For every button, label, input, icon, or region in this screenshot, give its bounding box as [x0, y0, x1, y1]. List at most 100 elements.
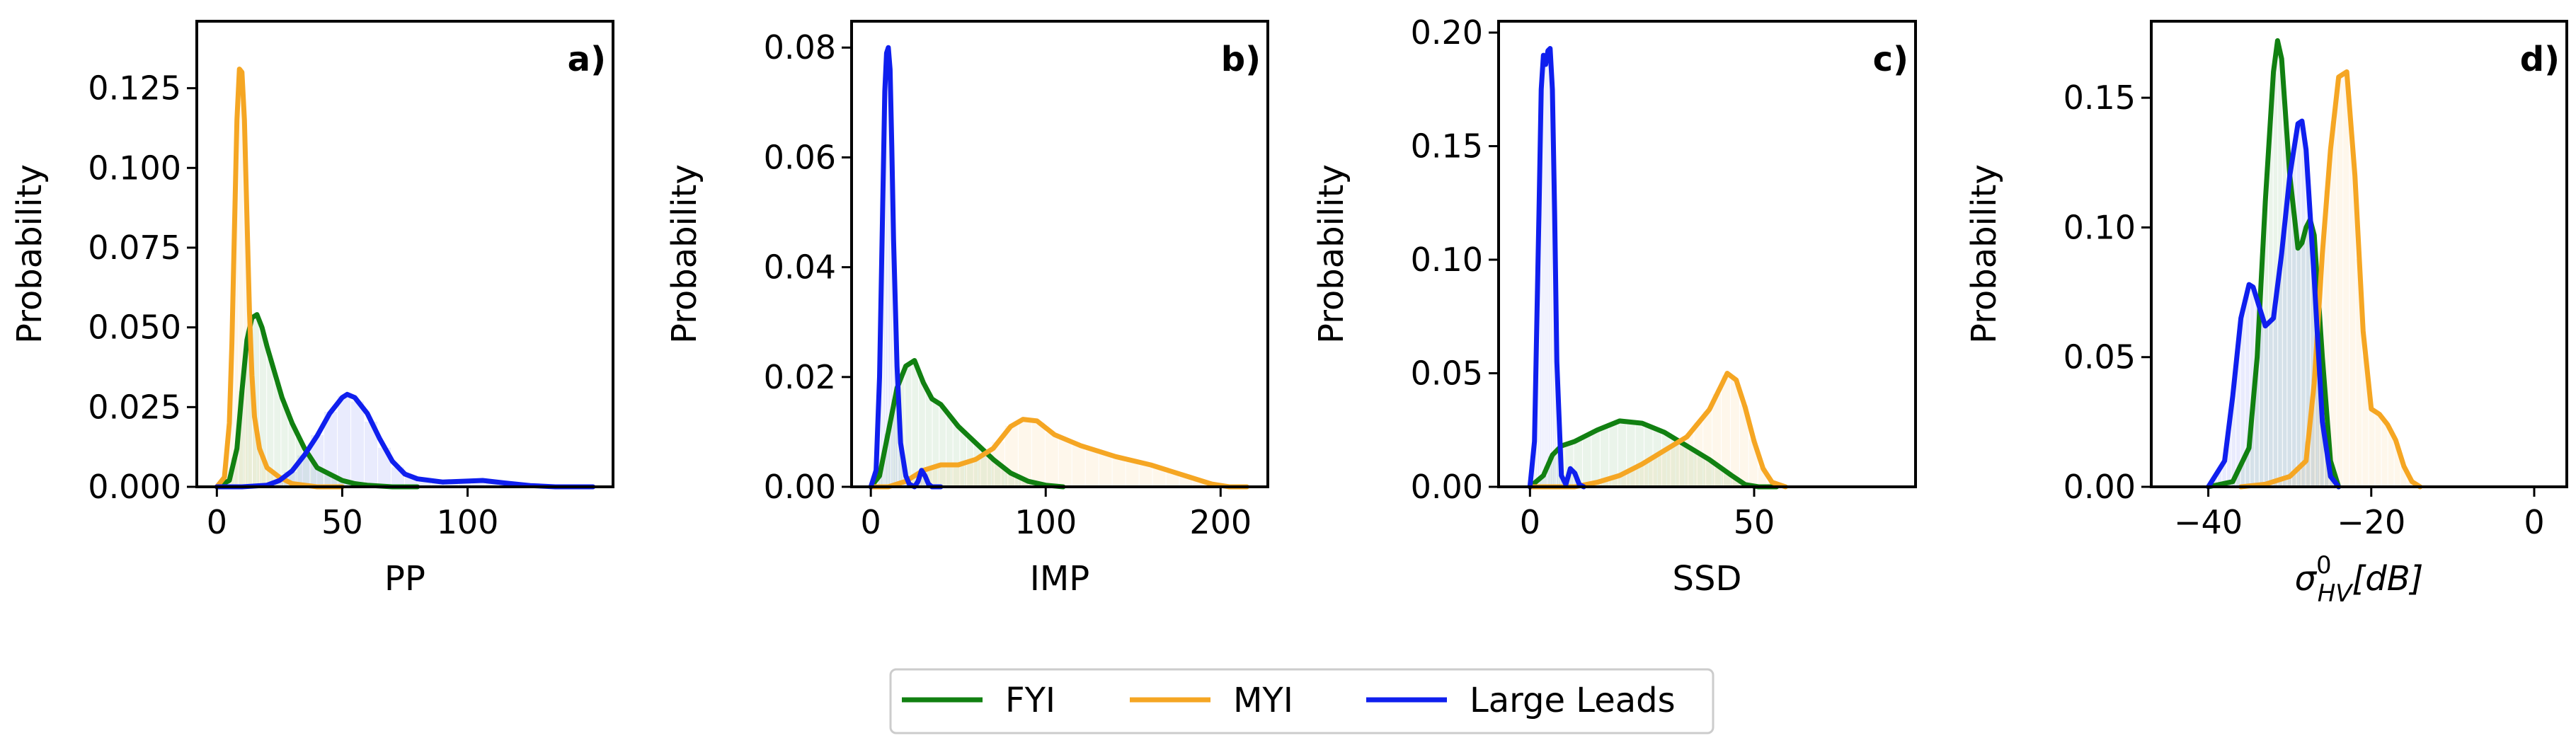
panel-c-hist-bar-myi: [1603, 479, 1612, 487]
panel-b-y-tick-label: 0.06: [764, 138, 836, 176]
panel-c-hist-bar-large-leads: [1545, 60, 1547, 488]
legend-label-fyi: FYI: [1005, 681, 1055, 720]
panel-c-hist-bar-myi: [1722, 375, 1730, 487]
panel-a-hist-bar-fyi: [309, 462, 317, 487]
panel-a-x-tick-label: 50: [321, 503, 363, 541]
panel-a-hist-bar-fyi: [302, 451, 309, 487]
panel-a-x-tick-label: 0: [207, 503, 227, 541]
panel-c-hist-bar-large-leads: [1574, 473, 1576, 487]
panel-a-y-tick-label: 0.125: [88, 69, 181, 108]
panel-a-letter: a): [568, 40, 606, 79]
panel-d-hist-bar-myi: [2343, 71, 2349, 488]
panel-d-x-label-sub: HV: [2318, 580, 2354, 608]
panel-b-hist-bar-myi: [978, 454, 991, 487]
panel-c-hist-bar-fyi: [1582, 434, 1591, 487]
panel-b-hist-bar-myi: [1193, 480, 1206, 487]
panel-b-axes-frame: [850, 20, 1269, 488]
panel-b-hist-bar-large-leads: [920, 471, 923, 487]
panel-c-y-tick-label: 0.10: [1411, 241, 1483, 279]
panel-d-y-axis-label: Probability: [1964, 164, 2004, 344]
panel-a-y-tick-label: 0.000: [88, 468, 181, 506]
panel-a-hist-bar-large-leads: [458, 481, 471, 487]
panel-b-hist-bar-large-leads: [883, 105, 886, 487]
panel-c-x-tick-label: 0: [1520, 503, 1540, 541]
panel-d-hist-bar-fyi: [2311, 231, 2315, 487]
panel-a-hist-bar-myi: [261, 459, 265, 487]
panel-b-hist-bar-myi: [1045, 432, 1058, 487]
panel-c-hist-bar-large-leads: [1539, 125, 1541, 488]
panel-a-hist-bar-myi: [257, 448, 261, 487]
legend-entry-fyi: FYI: [902, 681, 1055, 720]
panel-d-hist-bar-myi: [2400, 466, 2407, 487]
panel-a-hist-bar-fyi: [331, 476, 338, 487]
panel-d-hist-bar-fyi: [2291, 217, 2296, 487]
panel-c-hist-bar-myi: [1666, 446, 1676, 487]
panel-d-hist-bar-myi: [2305, 441, 2311, 487]
panel-c-hist-bar-fyi: [1732, 478, 1741, 487]
legend-frame: [889, 668, 1715, 734]
legend-label-myi: MYI: [1233, 681, 1293, 720]
panel-d-hist-bar-large-leads: [2282, 219, 2287, 487]
panel-a-hist-bar-fyi: [260, 333, 267, 487]
panel-a-hist-bar-fyi: [338, 480, 345, 487]
panel-d-hist-bar-myi: [2311, 378, 2318, 487]
panel-b-hist-bar-myi: [1112, 457, 1126, 487]
panel-a-hist-bar-large-leads: [485, 481, 498, 487]
panel-b-hist-bar-myi: [951, 464, 964, 487]
panel-d-hist-bar-fyi: [2315, 287, 2320, 487]
panel-a-curve-fyi: [214, 312, 420, 490]
panel-d-hist-bar-fyi: [2301, 236, 2306, 487]
panel-c-hist-bar-large-leads: [1570, 469, 1572, 487]
panel-d-hist-bar-myi: [2356, 258, 2362, 487]
panel-d-hist-bar-fyi: [2240, 460, 2245, 487]
panel-c-hist-bar-large-leads: [1555, 299, 1557, 487]
panel-d-hist-bar-large-leads: [2213, 476, 2217, 487]
panel-c-hist-bar-myi: [1712, 393, 1722, 487]
panel-a-hist-bar-fyi: [267, 358, 274, 487]
panel-d-hist-bar-myi: [2330, 121, 2337, 487]
panel-d-hist-bar-myi: [2279, 478, 2285, 487]
panel-c-hist-bar-myi: [1630, 468, 1639, 487]
panel-c: 0 50 0.00 0.05 0.10 0.15 0.20 Probability SSD c): [1312, 13, 1917, 599]
panel-b-hist-bar-fyi: [912, 362, 919, 487]
panel-c-x-axis-label: SSD: [1673, 559, 1742, 599]
panel-c-hist-bar-large-leads: [1552, 178, 1555, 487]
panel-c-hist-bar-fyi: [1600, 427, 1609, 487]
panel-c-hist-bar-fyi: [1627, 422, 1635, 487]
panel-a-hist-bar-large-leads: [365, 421, 378, 487]
panel-d-x-tick-label: −20: [2337, 503, 2405, 541]
panel-a-hist-bar-large-leads: [471, 480, 485, 487]
panel-c-hist-bar-fyi: [1591, 430, 1600, 487]
panel-d-hist-bar-large-leads: [2255, 300, 2259, 487]
panel-c-x-tick-label: 50: [1734, 503, 1775, 541]
panel-b-hist-bar-fyi: [1008, 473, 1014, 487]
panel-b-curve-fyi: [868, 358, 1066, 490]
panel-b-curve-large-leads: [868, 45, 944, 490]
panel-d-hist-bar-large-leads: [2269, 320, 2273, 487]
panel-b-x-tick-label: 0: [861, 503, 881, 541]
panel-c-curve-myi: [1527, 371, 1788, 490]
panel-b-hist-bar-fyi: [891, 398, 898, 487]
panel-d-x-label-sigma: σ: [2295, 559, 2318, 599]
panel-c-hist-bar-large-leads: [1551, 83, 1552, 488]
panel-d-hist-bar-large-leads: [2240, 309, 2245, 487]
panel-c-hist-bar-large-leads: [1541, 69, 1543, 487]
panel-d-hist-bar-fyi: [2236, 469, 2240, 487]
panel-a-y-tick-label: 0.075: [88, 229, 181, 267]
panel-d-hist-bar-fyi: [2264, 183, 2269, 487]
panel-b-hist-bar-large-leads: [923, 475, 925, 487]
panel-a-hist-bar-large-leads: [431, 481, 445, 487]
panel-a-axes-frame: [195, 20, 614, 488]
panel-d-hist-bar-large-leads: [2315, 340, 2320, 487]
panel-a-hist-bar-myi: [248, 336, 252, 487]
panel-a-y-tick-label: 0.100: [88, 149, 181, 187]
panel-b-hist-bar-fyi: [953, 424, 960, 487]
panel-a-hist-bar-myi: [265, 468, 270, 487]
panel-b-hist-bar-fyi: [960, 431, 967, 487]
panel-d-x-tick-label: −40: [2174, 503, 2243, 541]
panel-b-y-axis-label: Probability: [665, 164, 704, 344]
panel-b-hist-bar-large-leads: [888, 63, 891, 487]
panel-a-curve-myi: [214, 67, 345, 490]
panel-c-hist-bar-fyi: [1609, 423, 1618, 487]
panel-d-hist-bar-fyi: [2259, 268, 2264, 487]
